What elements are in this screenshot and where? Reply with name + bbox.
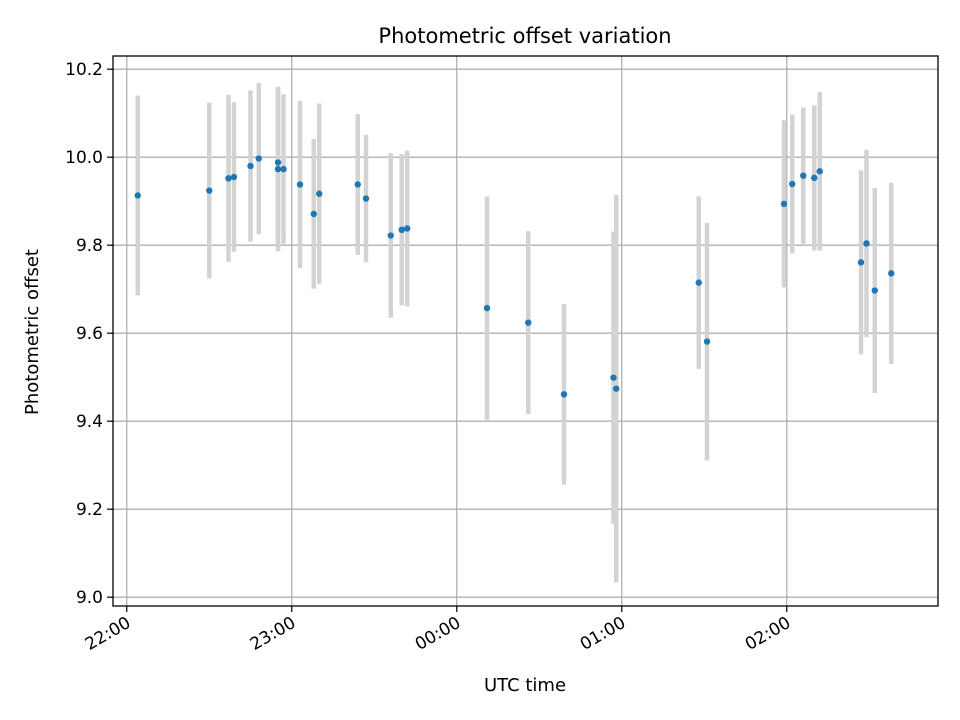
data-point [800, 172, 807, 179]
data-point [483, 304, 491, 312]
data-point [206, 187, 213, 194]
data-point [134, 192, 141, 199]
y-axis-title: Photometric offset [22, 249, 43, 415]
data-point [703, 338, 711, 345]
data-point [816, 168, 823, 175]
data-point [888, 270, 895, 277]
data-point [613, 385, 620, 392]
data-point [398, 226, 405, 233]
data-point [780, 200, 788, 208]
data-point [274, 165, 282, 173]
data-point [610, 374, 617, 381]
y-tick-label: 9.8 [76, 236, 103, 256]
data-point [255, 155, 262, 162]
data-point [560, 391, 568, 398]
data-point [695, 279, 702, 286]
data-point [871, 287, 878, 294]
x-axis-title: UTC time [484, 675, 566, 696]
data-point [296, 181, 304, 188]
data-point [354, 181, 361, 188]
y-tick-label: 10.2 [65, 60, 103, 80]
data-point [525, 319, 532, 326]
y-tick-label: 9.2 [76, 500, 103, 520]
data-point [316, 190, 323, 197]
data-point [225, 175, 232, 182]
data-point [230, 173, 238, 181]
y-tick-label: 9.6 [76, 324, 103, 344]
y-tick-label: 9.4 [76, 412, 103, 432]
chart-title: Photometric offset variation [378, 24, 671, 48]
data-point [362, 195, 370, 202]
y-tick-label: 9.0 [76, 588, 103, 608]
data-point [404, 225, 411, 232]
data-point [310, 210, 317, 218]
data-point [247, 162, 254, 170]
data-point [863, 240, 870, 247]
data-point [280, 165, 287, 173]
data-point [387, 232, 394, 239]
data-point [857, 259, 865, 266]
data-point [811, 174, 818, 182]
data-point [789, 180, 796, 188]
plot-frame [112, 55, 939, 607]
data-points [134, 155, 895, 398]
y-tick-label: 10.0 [65, 148, 103, 168]
grid [113, 56, 938, 606]
data-point [274, 159, 282, 166]
